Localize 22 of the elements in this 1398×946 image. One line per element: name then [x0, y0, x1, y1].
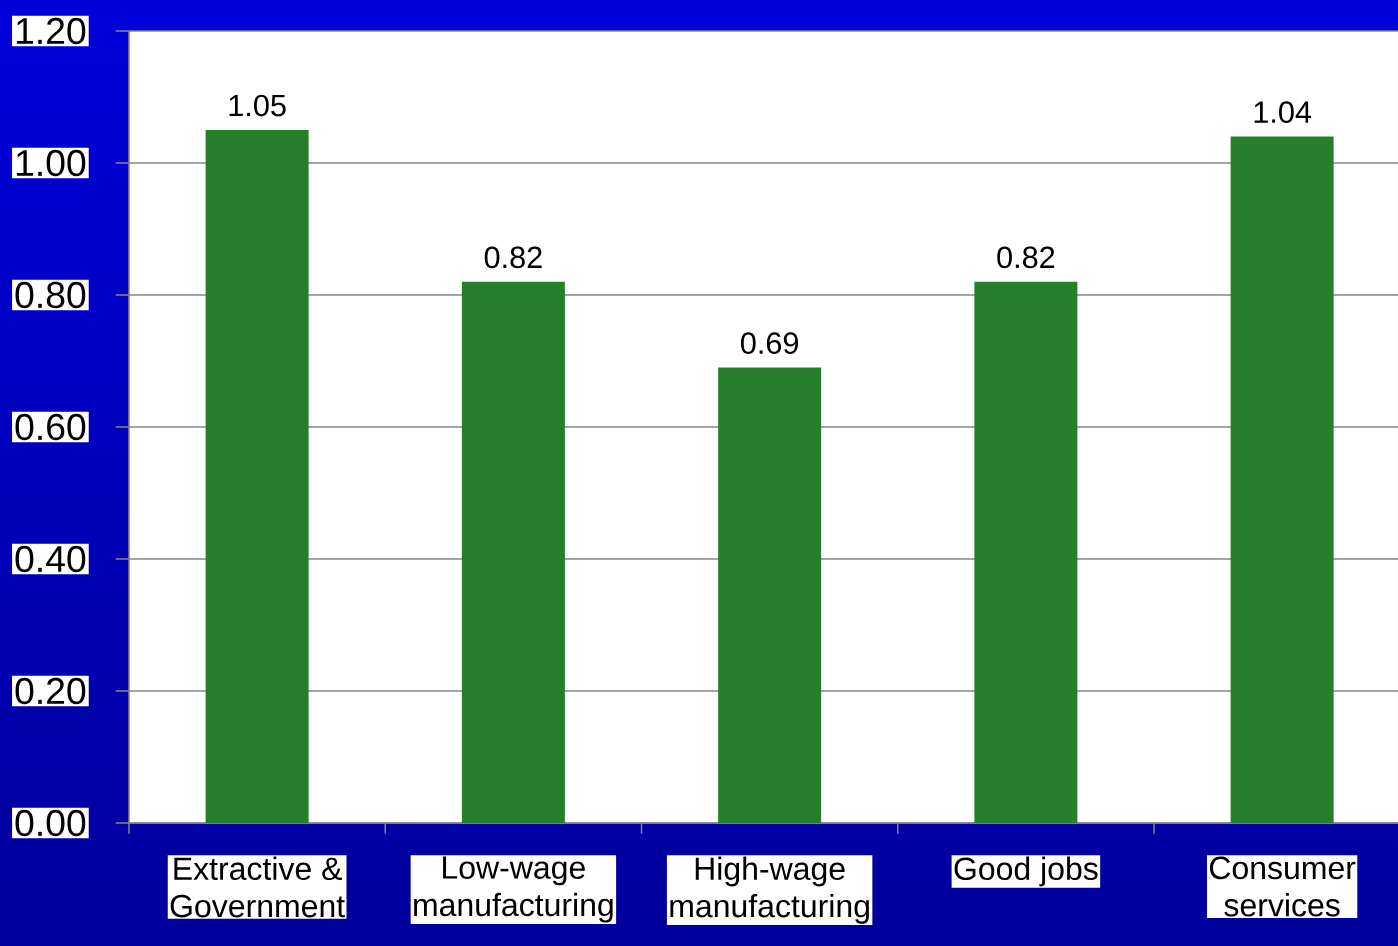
bar — [718, 367, 822, 823]
data-label: 0.82 — [997, 246, 1055, 269]
x-tick-label: Consumer services — [1209, 856, 1356, 917]
x-tick-label: Low-wage manufacturing — [414, 856, 613, 923]
y-tick-label: 0.20 — [15, 677, 86, 705]
bar — [461, 281, 565, 823]
data-label: 1.05 — [229, 94, 286, 117]
data-label: 0.69 — [740, 332, 799, 354]
y-tick-label: 0.60 — [15, 413, 86, 441]
y-tick-label: 0.00 — [15, 809, 86, 837]
y-tick-label: 1.20 — [16, 17, 86, 45]
x-tick-label: High-wage manufacturing — [670, 856, 869, 924]
y-tick-label: 0.80 — [15, 281, 86, 309]
y-tick-label: 0.40 — [15, 545, 86, 573]
bar — [205, 129, 309, 823]
bar — [974, 281, 1078, 823]
x-tick-label: Good jobs — [954, 856, 1098, 887]
bar — [1230, 136, 1334, 823]
data-label: 0.82 — [484, 246, 542, 269]
y-tick-label: 1.00 — [16, 149, 86, 177]
data-label: 1.04 — [1254, 101, 1312, 123]
x-tick-label: Extractive & Government — [170, 856, 345, 918]
